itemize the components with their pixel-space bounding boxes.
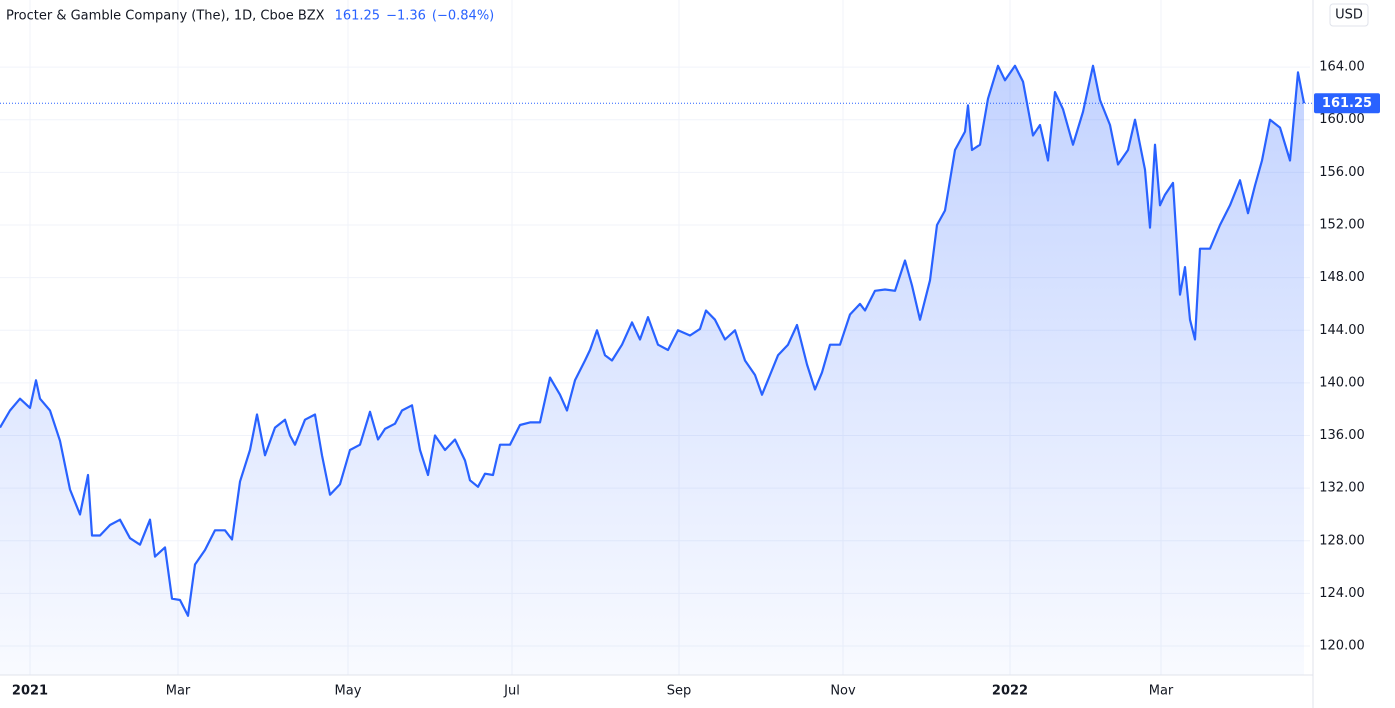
- price-line: [0, 64, 1306, 617]
- x-tick-label: Jul: [503, 684, 520, 699]
- y-tick-label: 132.00: [1319, 481, 1365, 496]
- y-tick-label: 136.00: [1319, 428, 1365, 443]
- currency[interactable]: USD: [1335, 8, 1363, 23]
- header-change: −1.36: [386, 9, 426, 24]
- axes: 120.00 124.00 128.00 132.00 136.00 140.00 144.…: [12, 60, 1380, 699]
- last-price-box: [1314, 93, 1380, 114]
- y-tick-label: 156.00: [1319, 165, 1365, 180]
- y-tick-label: 148.00: [1319, 270, 1365, 285]
- currency-box[interactable]: [1329, 3, 1369, 27]
- last-price-label: 161.25: [1322, 96, 1372, 111]
- y-tick-label: 152.00: [1319, 218, 1365, 233]
- x-tick-label: 2022: [992, 684, 1028, 699]
- y-tick-label: 164.00: [1319, 60, 1365, 75]
- x-tick-label: Nov: [830, 684, 856, 699]
- x-tick-label: Mar: [1149, 684, 1174, 699]
- x-tick-label: Sep: [667, 684, 692, 699]
- plot: [0, 64, 1313, 676]
- x-tick-label: 2021: [12, 684, 48, 699]
- header-last: 161.25: [335, 9, 381, 24]
- x-tick-label: Mar: [166, 684, 191, 699]
- x-tick-label: May: [335, 684, 362, 699]
- header-change-pct: (−0.84%): [432, 9, 494, 24]
- y-tick-label: 140.00: [1319, 375, 1365, 390]
- y-tick-label: 144.00: [1319, 323, 1365, 338]
- y-tick-label: 124.00: [1319, 586, 1365, 601]
- chart-title: Procter & Gamble Company (The), 1D, Cboe…: [6, 9, 325, 24]
- y-tick-label: 120.00: [1319, 639, 1365, 654]
- y-tick-label: 160.00: [1319, 112, 1365, 127]
- y-tick-label: 128.00: [1319, 533, 1365, 548]
- area-fill: [0, 65, 1304, 676]
